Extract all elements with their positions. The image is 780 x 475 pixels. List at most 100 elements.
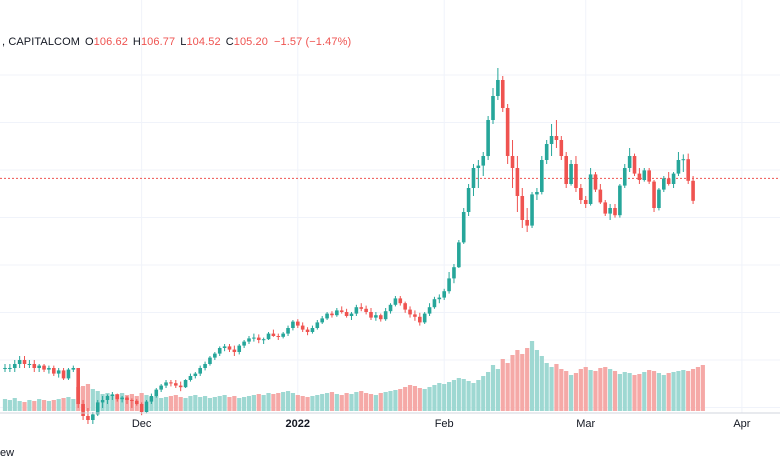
- candle-body: [452, 267, 456, 279]
- volume-bar: [285, 391, 291, 411]
- candle-body: [247, 338, 251, 342]
- volume-bar: [27, 400, 32, 411]
- candle-body: [671, 173, 676, 184]
- candle-body: [559, 140, 564, 156]
- volume-bar: [627, 373, 632, 411]
- candle-body: [520, 196, 525, 220]
- candle-body: [37, 365, 41, 368]
- volume-bar: [681, 370, 686, 411]
- x-tick-label: Mar: [576, 418, 595, 430]
- volume-bar: [207, 398, 213, 411]
- candle-body: [22, 360, 27, 364]
- candle-body: [593, 174, 598, 190]
- volume-bar: [368, 394, 374, 411]
- volume-bar: [202, 396, 208, 411]
- volume-bar: [422, 389, 427, 411]
- volume-bar: [437, 383, 442, 411]
- candle-body: [647, 170, 651, 182]
- volume-bar: [344, 393, 349, 411]
- candle-body: [217, 348, 222, 354]
- candle-body: [237, 345, 242, 352]
- volume-bar: [583, 367, 588, 411]
- candle-body: [422, 313, 427, 323]
- candle-body: [164, 382, 168, 386]
- candle-body: [134, 400, 139, 404]
- candle-body: [213, 353, 217, 358]
- candle-body: [676, 160, 681, 174]
- legend-high-label: H: [132, 36, 141, 48]
- footer-text[interactable]: ew: [0, 447, 15, 459]
- candle-body: [369, 312, 373, 318]
- volume-bar: [17, 401, 22, 411]
- candle-body: [27, 364, 32, 365]
- volume-bar: [168, 396, 174, 411]
- volume-bar: [22, 402, 27, 411]
- candle-body: [413, 314, 417, 317]
- volume-bar: [383, 392, 388, 411]
- candle-body: [17, 360, 22, 364]
- candle-body: [130, 400, 134, 401]
- volume-bar: [549, 367, 554, 411]
- legend-source-separator: ,: [2, 36, 9, 48]
- volume-bar: [212, 397, 217, 411]
- volume-bar: [227, 397, 232, 411]
- volume-bar: [139, 393, 144, 411]
- x-tick-label: Feb: [435, 418, 454, 430]
- grid: [0, 0, 780, 413]
- volume-bar: [456, 378, 461, 411]
- legend-change: −1.57 (−1.47%): [273, 36, 352, 48]
- volume-bar: [544, 363, 549, 411]
- volume-bar: [61, 398, 66, 411]
- legend-open-value: 106.62: [93, 36, 128, 48]
- volume-bar: [500, 359, 505, 411]
- candle-body: [125, 397, 129, 400]
- candle-body: [261, 339, 266, 341]
- volume-bar: [495, 369, 500, 411]
- volume-bar: [178, 397, 183, 411]
- candle-body: [310, 328, 315, 332]
- volume-bar: [466, 381, 471, 411]
- candle-body: [491, 96, 495, 120]
- volume-bar: [403, 387, 408, 411]
- legend-low-value: 104.52: [186, 36, 221, 48]
- candle-body: [86, 416, 90, 420]
- volume-bar: [276, 393, 281, 411]
- volume-bar: [622, 372, 627, 411]
- volume-bar: [37, 399, 42, 411]
- candle-body: [613, 208, 617, 216]
- volume-bar: [246, 396, 252, 411]
- candle-body: [188, 376, 193, 380]
- volume-bar: [12, 398, 17, 411]
- volume-bar: [647, 370, 652, 411]
- candle-body: [608, 208, 612, 214]
- volume-bar: [217, 396, 222, 411]
- candle-body: [598, 189, 603, 203]
- candle-body: [335, 310, 339, 316]
- ohlc-legend: , CAPITALCOM O106.62 H106.77 L104.52 C105.20…: [2, 36, 351, 48]
- volume-bar: [612, 371, 618, 411]
- volume-bar: [7, 400, 12, 411]
- candle-body: [481, 156, 486, 166]
- candle-body: [120, 397, 124, 400]
- legend-high-value: 106.77: [140, 36, 176, 48]
- volume-bar: [315, 395, 320, 411]
- candle-body: [149, 396, 154, 402]
- legend-open-label: O: [85, 36, 94, 48]
- volume-bar: [700, 365, 705, 411]
- candle-body: [222, 346, 227, 348]
- volume-bar: [80, 386, 86, 411]
- candle-body: [574, 164, 578, 188]
- volume-bar: [295, 395, 300, 411]
- volume-bar: [442, 384, 447, 411]
- volume-bar: [686, 371, 691, 411]
- candle-body: [281, 333, 285, 337]
- candle-body: [100, 400, 105, 403]
- candle-body: [686, 159, 690, 181]
- candle-body: [657, 189, 661, 208]
- candle-body: [588, 174, 593, 204]
- candle-body: [583, 200, 588, 204]
- volume-bar: [554, 364, 559, 411]
- volume-bar: [393, 390, 398, 411]
